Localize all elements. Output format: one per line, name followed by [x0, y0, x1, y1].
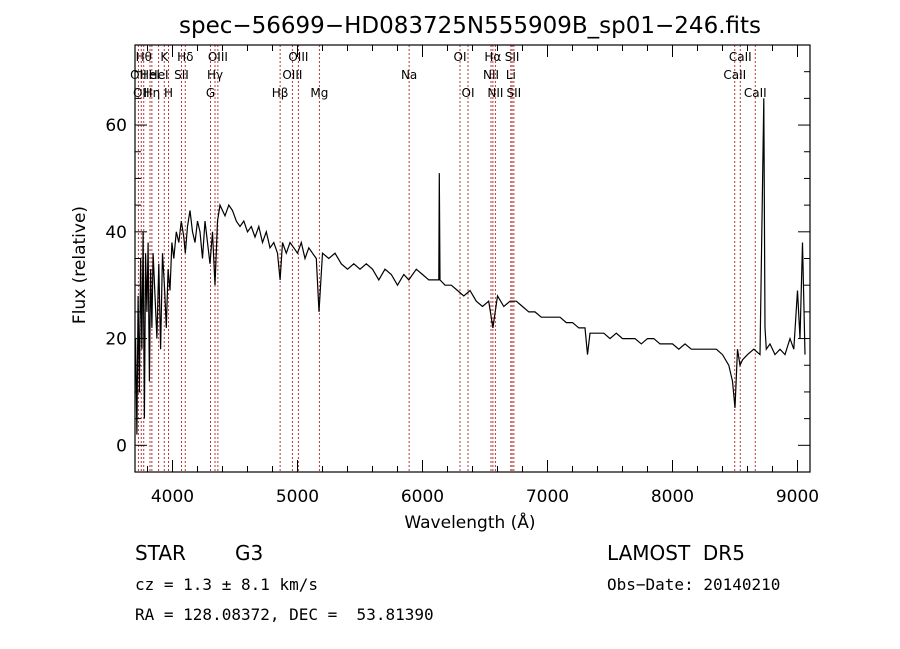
spectral-line-label: NII	[483, 68, 499, 82]
spectral-line-label: SII	[174, 68, 189, 82]
x-tick-label: 4000	[151, 487, 194, 507]
spectral-line-label: Hγ	[207, 68, 223, 82]
spectral-line-label: OIII	[288, 50, 308, 64]
y-axis-label: Flux (relative)	[70, 206, 90, 324]
spectral-line-label: OII	[130, 68, 147, 82]
survey-release: LAMOST DR5	[607, 541, 745, 565]
spectral-line-label: Na	[401, 68, 417, 82]
spectral-line-label: OIII	[282, 68, 302, 82]
spectral-line-label: SII	[505, 50, 520, 64]
spectral-line-label: CaII	[729, 50, 752, 64]
spectral-line-label: Hθ	[136, 50, 152, 64]
y-tick-label: 40	[105, 223, 127, 243]
observation-date: Obs−Date: 20140210	[607, 575, 781, 594]
spectral-line-labels: OIIOIIHθHeIHηHeIKHSIIHδGHγOIIIHβOIIIOIII…	[130, 50, 767, 100]
coordinates: RA = 128.08372, DEC = 53.81390	[135, 605, 434, 624]
spectral-line-label: K	[160, 50, 169, 64]
plot-frame	[134, 44, 811, 473]
spectral-line-markers	[137, 45, 756, 472]
spectral-line-label: OI	[454, 50, 467, 64]
spectral-line-label: CaII	[744, 86, 767, 100]
spectral-line-label: OII	[133, 86, 150, 100]
x-tick-label: 7000	[526, 487, 569, 507]
object-subclass: G3	[235, 541, 264, 565]
spectral-line-label: OI	[462, 86, 475, 100]
redshift-value: cz = 1.3 ± 8.1 km/s	[135, 575, 319, 594]
spectral-line-label: Hβ	[272, 86, 289, 100]
spectral-line-label: SII	[507, 86, 522, 100]
x-axis-label: Wavelength (Å)	[404, 511, 535, 533]
spectral-line-label: H	[164, 86, 173, 100]
spectral-line-label: Mg	[310, 86, 328, 100]
x-axis-ticks: 4000 5000 6000 7000 8000 9000	[147, 45, 819, 507]
spectrum-series-line	[135, 98, 806, 435]
spectral-line-label: NII	[487, 86, 503, 100]
spectral-line-label: HeI	[149, 68, 169, 82]
y-axis-ticks: 0 20 40 60	[105, 71, 810, 456]
spectral-line-label: HeI	[140, 68, 160, 82]
x-tick-label: 6000	[401, 487, 444, 507]
spectral-line-label: Hα	[484, 50, 501, 64]
y-tick-label: 20	[105, 330, 127, 350]
spectral-line-label: Hη	[144, 86, 161, 100]
y-tick-label: 60	[105, 116, 127, 136]
spectral-line-label: OIII	[208, 50, 228, 64]
y-tick-label: 0	[116, 436, 127, 456]
object-class: STAR	[135, 541, 186, 565]
x-tick-label: 8000	[651, 487, 694, 507]
spectral-line-label: Li	[506, 68, 516, 82]
chart-title: spec−56699−HD083725N555909B_sp01−246.fit…	[179, 13, 761, 39]
spectral-line-label: Hδ	[177, 50, 193, 64]
spectral-line-label: G	[206, 86, 215, 100]
x-tick-label: 9000	[776, 487, 819, 507]
x-tick-label: 5000	[276, 487, 319, 507]
spectral-line-label: CaII	[723, 68, 746, 82]
